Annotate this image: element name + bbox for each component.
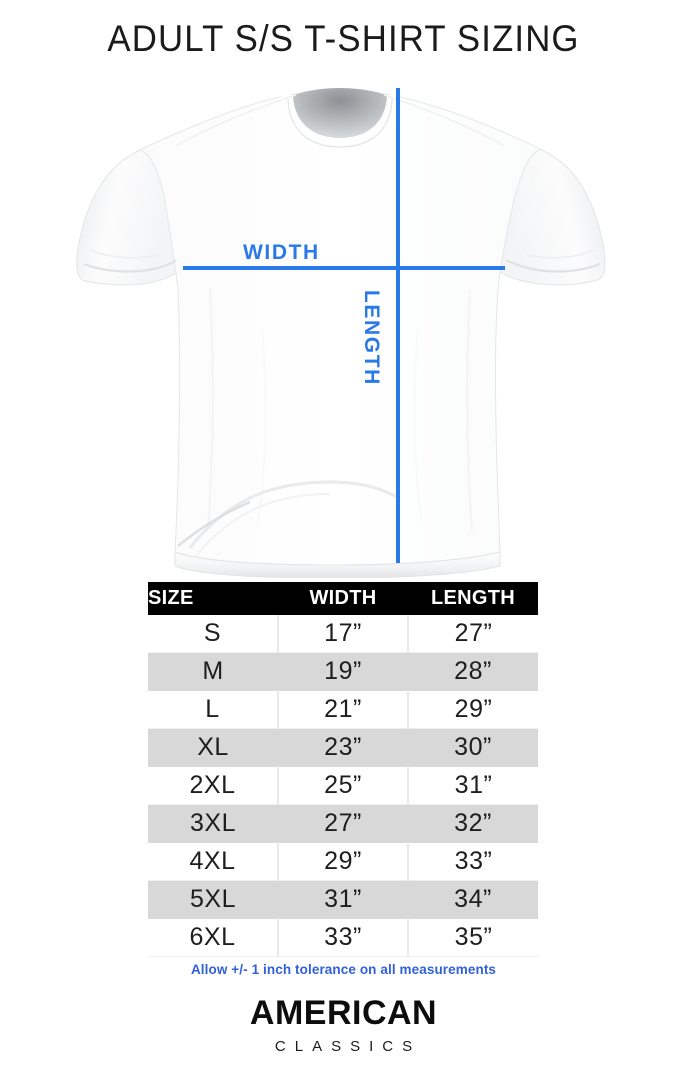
table-body: S 17” 27” M 19” 28” L 21” 29” XL 23” 30”…	[148, 615, 538, 957]
cell-size: 2XL	[148, 766, 279, 805]
cell-length: 35”	[408, 918, 538, 957]
brand-tagline: CLASSICS	[274, 1038, 422, 1055]
table-header: SIZE WIDTH LENGTH	[148, 582, 538, 615]
cell-size: 6XL	[148, 918, 279, 957]
table-row: 2XL 25” 31”	[148, 766, 538, 805]
cell-width: 29”	[278, 842, 409, 881]
column-header-size: SIZE	[148, 582, 278, 615]
cell-length: 32”	[408, 804, 538, 843]
size-chart-table-wrapper: SIZE WIDTH LENGTH S 17” 27” M 19” 28” L …	[148, 582, 538, 957]
cell-size: 3XL	[148, 804, 278, 843]
tshirt-illustration	[0, 78, 687, 578]
cell-width: 19”	[278, 652, 408, 691]
cell-length: 33”	[408, 842, 538, 881]
cell-length: 30”	[408, 728, 538, 767]
table-row: S 17” 27”	[148, 615, 538, 653]
table-row: 3XL 27” 32”	[148, 804, 538, 843]
cell-size: 5XL	[148, 880, 278, 919]
cell-width: 27”	[278, 804, 408, 843]
cell-width: 23”	[278, 728, 408, 767]
table-row: M 19” 28”	[148, 652, 538, 691]
table-row: XL 23” 30”	[148, 728, 538, 767]
cell-size: S	[148, 615, 279, 653]
table-row: L 21” 29”	[148, 690, 538, 729]
cell-size: XL	[148, 728, 278, 767]
cell-length: 29”	[408, 690, 538, 729]
table-row: 5XL 31” 34”	[148, 880, 538, 919]
cell-length: 28”	[408, 652, 538, 691]
cell-size: L	[148, 690, 279, 729]
tolerance-note: Allow +/- 1 inch tolerance on all measur…	[190, 962, 497, 977]
cell-length: 31”	[408, 766, 538, 805]
table-header-row: SIZE WIDTH LENGTH	[148, 582, 538, 615]
cell-width: 17”	[278, 615, 409, 653]
cell-length: 34”	[408, 880, 538, 919]
page-title: ADULT S/S T-SHIRT SIZING	[107, 18, 580, 59]
brand-name: AMERICAN	[249, 994, 438, 1032]
cell-width: 31”	[278, 880, 408, 919]
cell-width: 21”	[278, 690, 409, 729]
cell-size: M	[148, 652, 278, 691]
cell-width: 25”	[278, 766, 409, 805]
column-header-width: WIDTH	[278, 582, 408, 615]
cell-length: 27”	[408, 615, 538, 653]
brand-logo: AMERICAN CLASSICS	[0, 996, 687, 1055]
column-header-length: LENGTH	[408, 582, 538, 615]
cell-width: 33”	[278, 918, 409, 957]
size-chart-table: SIZE WIDTH LENGTH S 17” 27” M 19” 28” L …	[148, 582, 538, 957]
table-row: 4XL 29” 33”	[148, 842, 538, 881]
table-row: 6XL 33” 35”	[148, 918, 538, 957]
cell-size: 4XL	[148, 842, 279, 881]
